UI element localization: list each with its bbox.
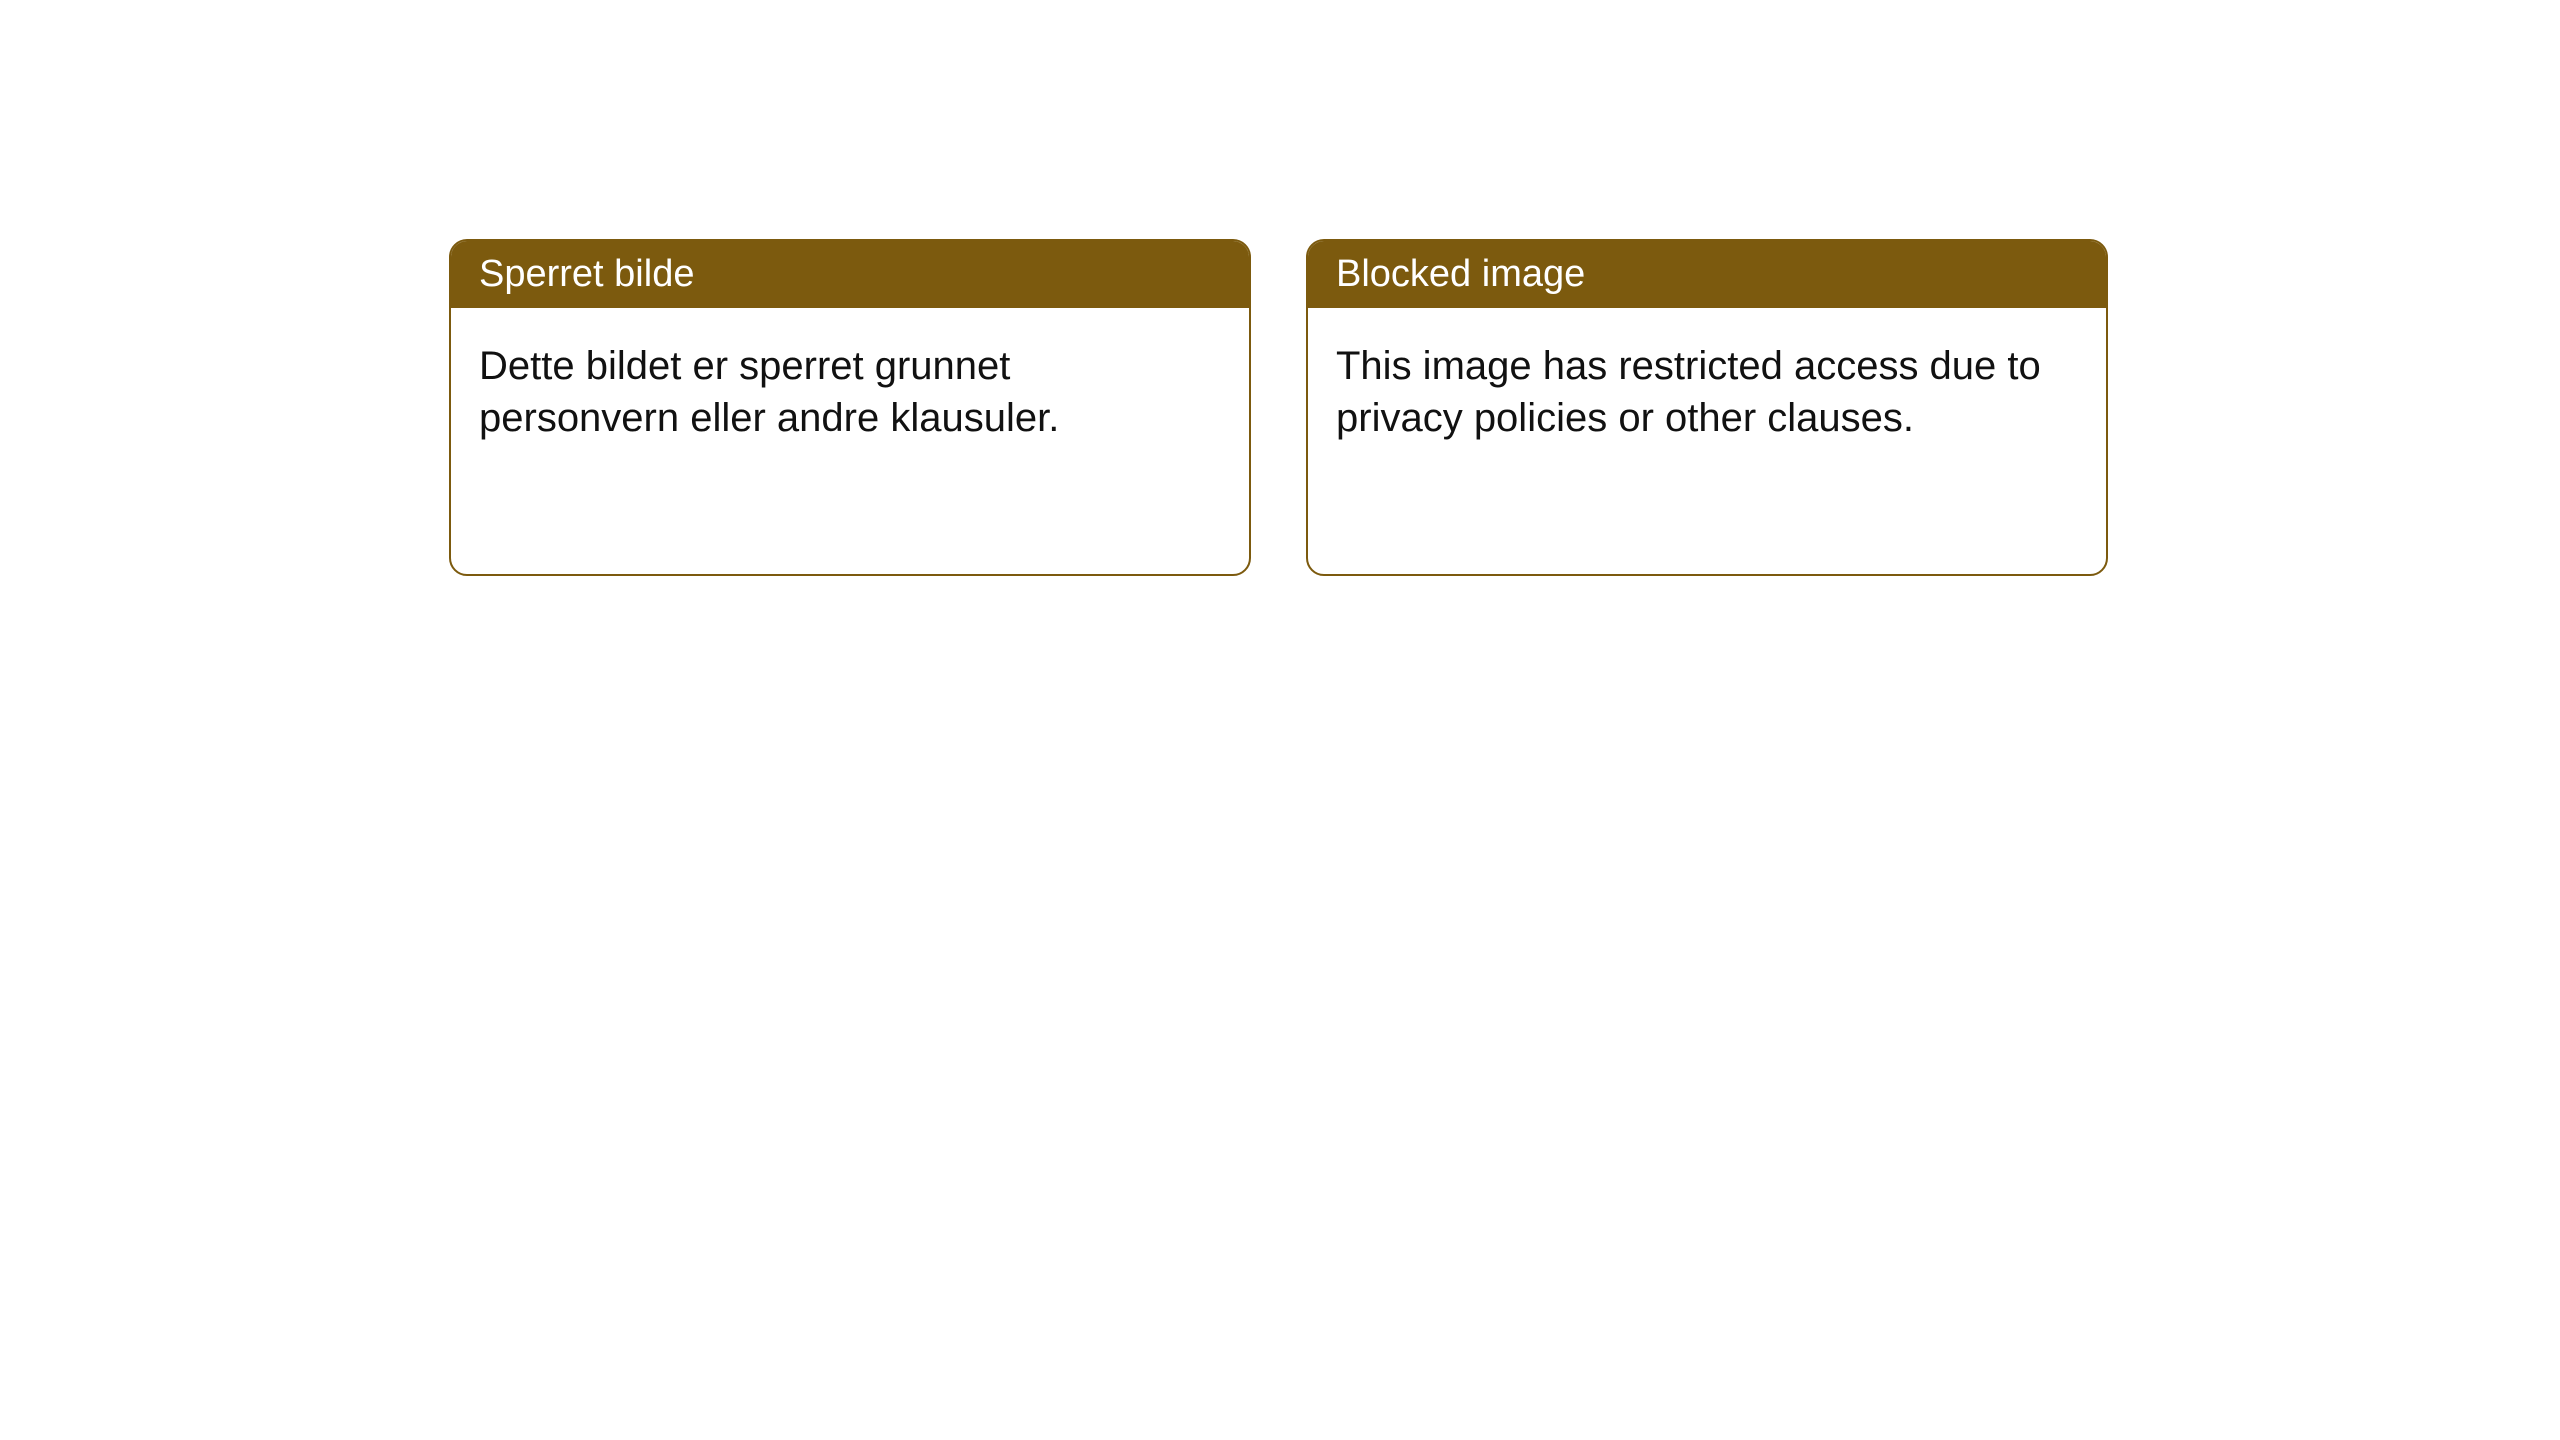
card-header: Blocked image <box>1308 241 2106 308</box>
card-body-text: This image has restricted access due to … <box>1336 344 2041 440</box>
cards-container: Sperret bilde Dette bildet er sperret gr… <box>449 239 2108 576</box>
card-body-text: Dette bildet er sperret grunnet personve… <box>479 344 1059 440</box>
card-header-text: Blocked image <box>1336 253 1585 295</box>
card-header: Sperret bilde <box>451 241 1249 308</box>
notice-card-no: Sperret bilde Dette bildet er sperret gr… <box>449 239 1251 576</box>
card-body: This image has restricted access due to … <box>1308 308 2106 476</box>
card-body: Dette bildet er sperret grunnet personve… <box>451 308 1249 476</box>
card-header-text: Sperret bilde <box>479 253 694 295</box>
notice-card-en: Blocked image This image has restricted … <box>1306 239 2108 576</box>
